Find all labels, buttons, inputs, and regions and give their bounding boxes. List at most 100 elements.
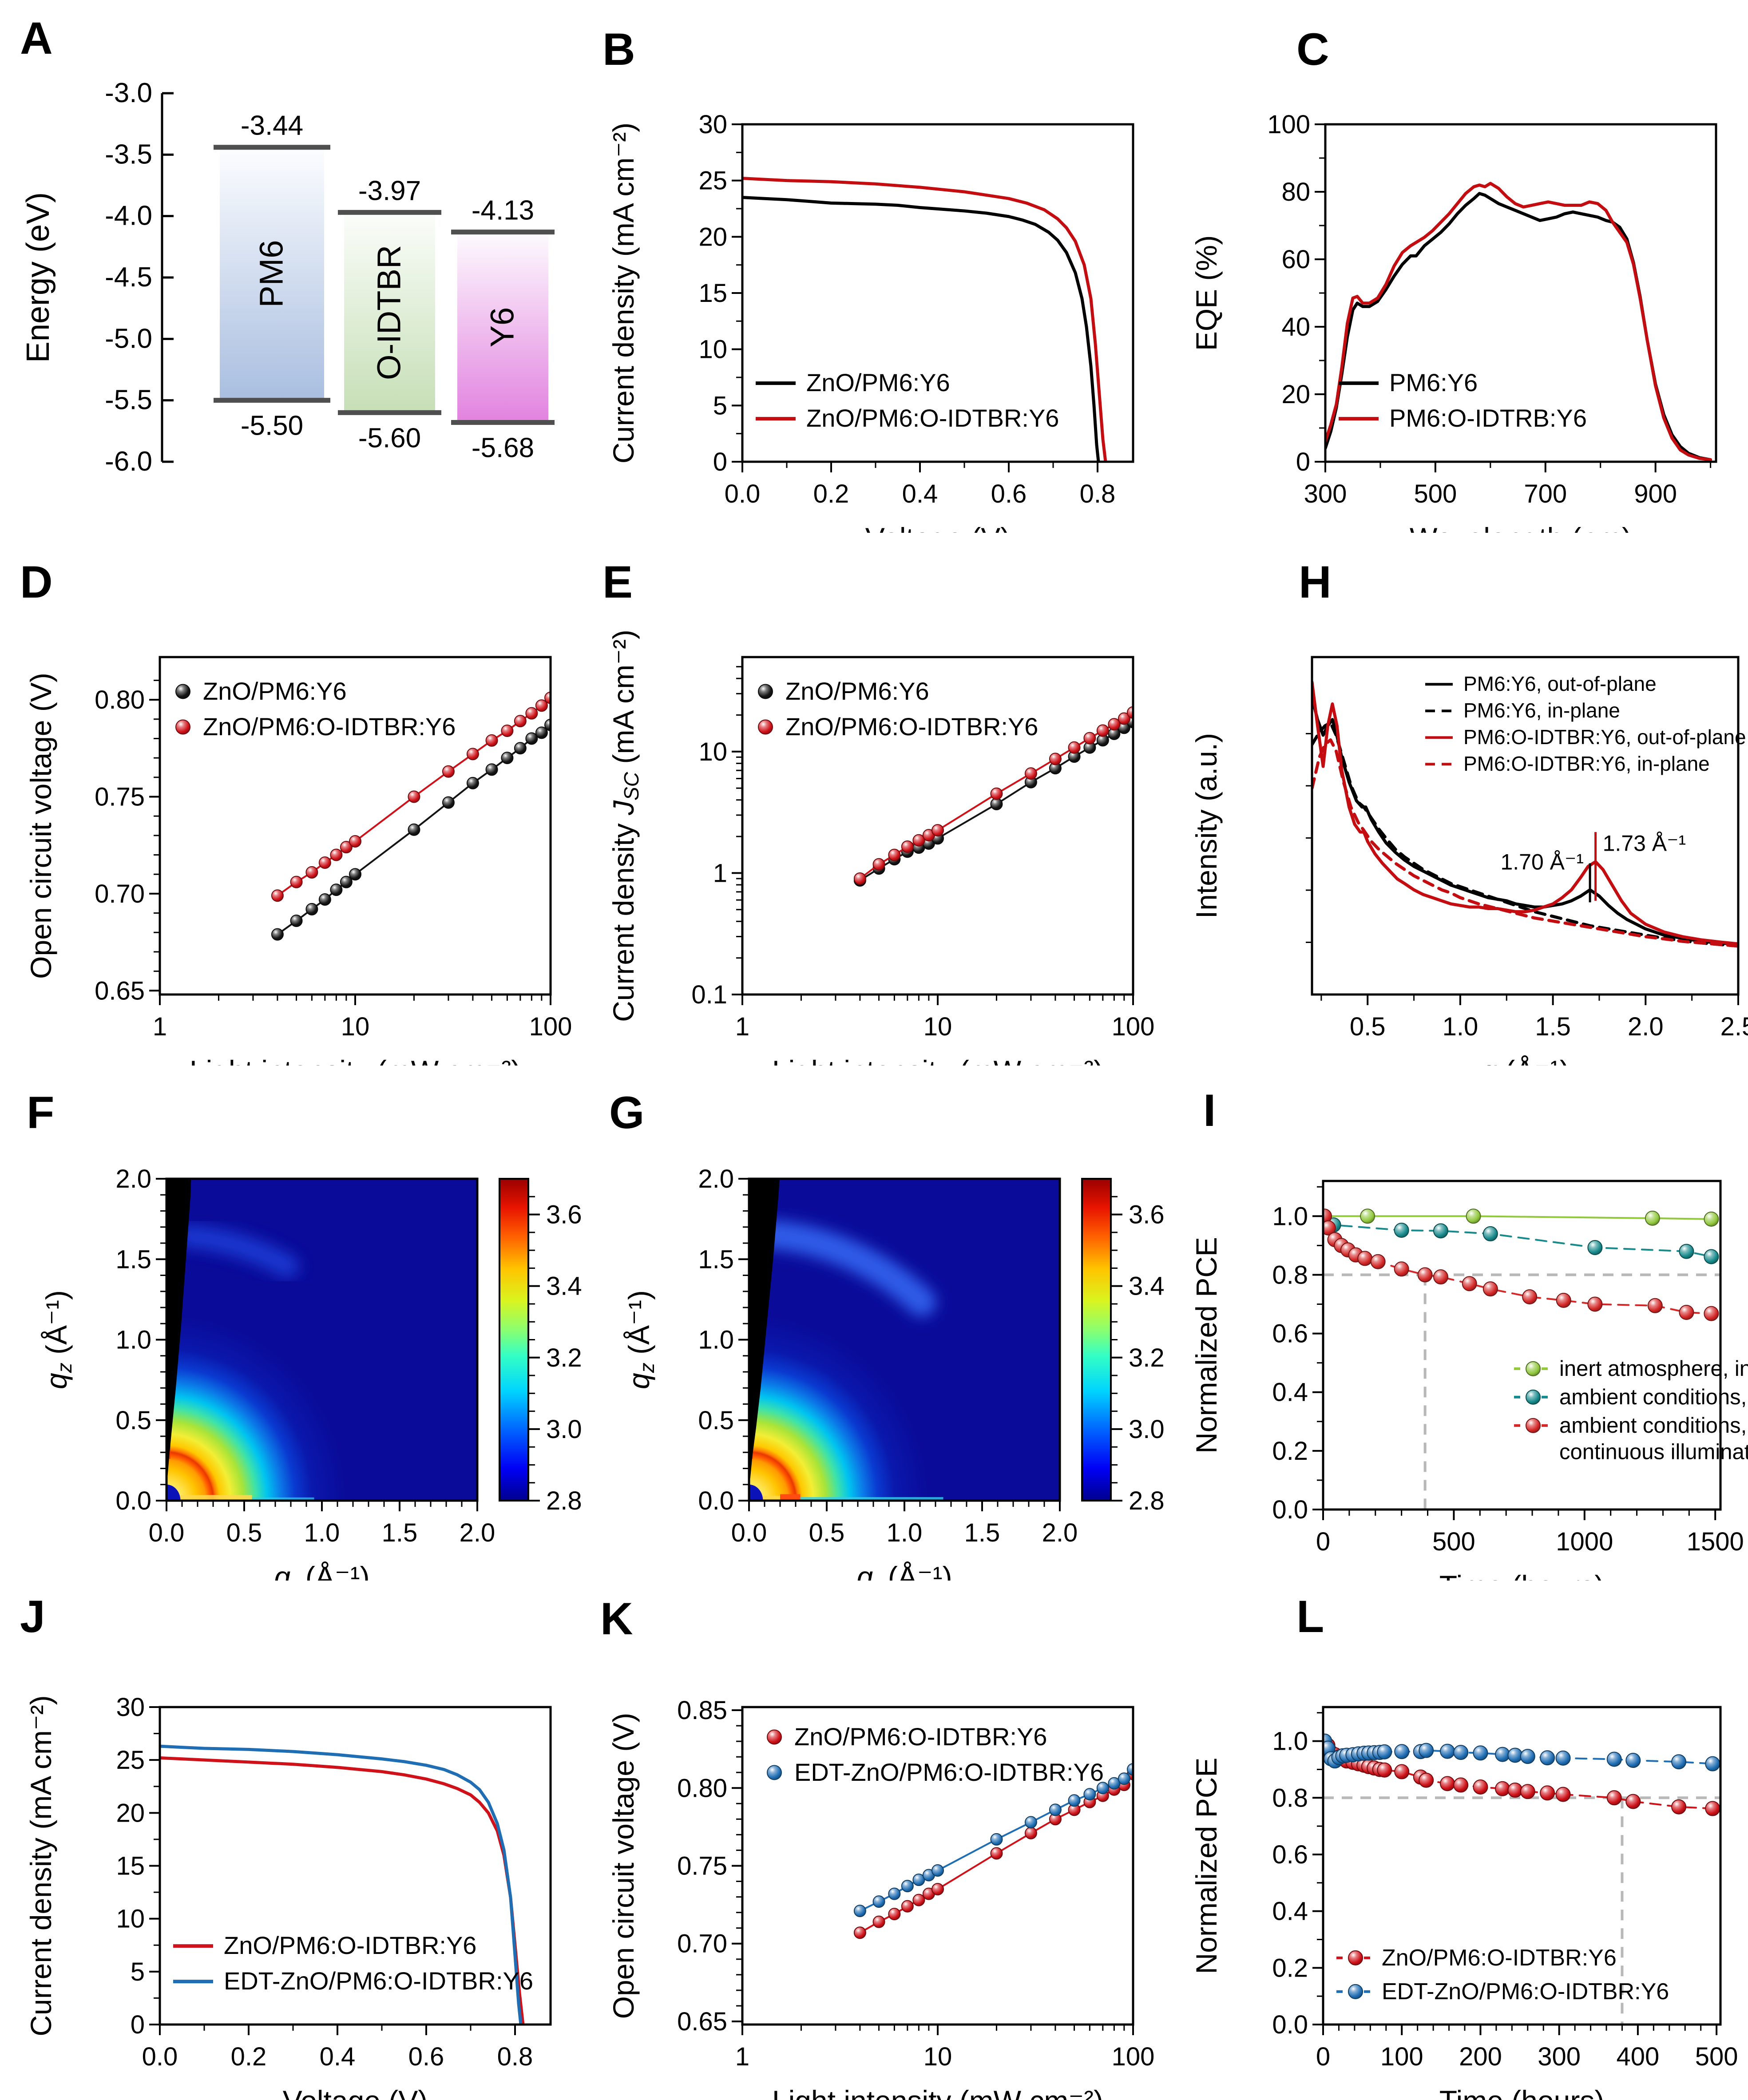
svg-text:1.0: 1.0: [1443, 1012, 1478, 1041]
svg-text:O-IDTBR: O-IDTBR: [371, 245, 408, 380]
svg-text:0.6: 0.6: [1272, 1319, 1308, 1348]
svg-text:-3.44: -3.44: [241, 111, 303, 141]
svg-text:25: 25: [116, 1746, 145, 1775]
svg-text:0.5: 0.5: [809, 1518, 845, 1547]
panel-J-letter: J: [20, 1591, 45, 1642]
svg-text:qr (Å⁻¹): qr (Å⁻¹): [856, 1561, 952, 1581]
panel-G-letter: G: [609, 1087, 645, 1138]
svg-text:0.8: 0.8: [1272, 1260, 1308, 1289]
svg-text:3.4: 3.4: [1129, 1272, 1165, 1301]
svg-text:inert atmosphere, in dark: inert atmosphere, in dark: [1559, 1357, 1748, 1381]
svg-text:-3.5: -3.5: [105, 139, 152, 170]
svg-text:15: 15: [698, 279, 727, 308]
svg-text:500: 500: [1432, 1527, 1475, 1556]
svg-text:0.8: 0.8: [1080, 479, 1116, 508]
panel-A-letter: A: [20, 13, 53, 63]
svg-text:PM6: PM6: [253, 240, 290, 308]
svg-text:2.0: 2.0: [1628, 1012, 1664, 1041]
svg-text:qz (Å⁻¹): qz (Å⁻¹): [622, 1290, 658, 1389]
svg-text:ZnO/PM6:O-IDTBR:Y6: ZnO/PM6:O-IDTBR:Y6: [806, 404, 1059, 432]
svg-text:3.2: 3.2: [546, 1343, 582, 1372]
svg-text:ZnO/PM6:Y6: ZnO/PM6:Y6: [203, 677, 347, 705]
svg-text:ambient conditions, under: ambient conditions, under: [1559, 1414, 1748, 1438]
svg-text:1.5: 1.5: [1535, 1012, 1571, 1041]
svg-text:0.0: 0.0: [1272, 1495, 1308, 1524]
svg-text:0.70: 0.70: [95, 880, 145, 908]
svg-text:1.0: 1.0: [887, 1518, 923, 1547]
chart-I-stability: 0 500 1000 1500 0.0 0.2 0.4 0.6 0.8 1.0 Time (hour…: [1190, 1180, 1748, 1581]
svg-text:-4.0: -4.0: [105, 201, 152, 231]
svg-text:PM6:O-IDTBR:Y6, out-of-plane: PM6:O-IDTBR:Y6, out-of-plane: [1463, 725, 1746, 749]
svg-text:1: 1: [713, 859, 727, 888]
svg-text:200: 200: [1459, 2042, 1502, 2071]
panel-K: 1 10 100 0.65 0.70 0.75 0.80 0.85 Light intensit…: [583, 1581, 1165, 2100]
svg-text:Normalized PCE: Normalized PCE: [1190, 1758, 1223, 1974]
svg-text:Light intensity (mW cm⁻²): Light intensity (mW cm⁻²): [190, 1054, 521, 1066]
svg-text:0.70: 0.70: [677, 1930, 727, 1958]
svg-text:0.65: 0.65: [677, 2007, 727, 2036]
panel-J: 0.0 0.2 0.4 0.6 0.8 0 5 10 15 20 25 30 Voltage (V) Cu…: [0, 1581, 583, 2100]
chart-D-voc-light-intensity: 1 10 100 0.65 0.70 0.75 0.80 Light intensity (m…: [24, 656, 572, 1066]
svg-text:Light intensity (mW cm⁻²): Light intensity (mW cm⁻²): [772, 1054, 1103, 1066]
chart-L-stability: 0 100 200 300 400 500 0.0 0.2 0.4 0.6 0.8 1.0 Time (…: [1190, 1706, 1738, 2100]
svg-text:0: 0: [1316, 2042, 1330, 2071]
svg-text:1.5: 1.5: [115, 1245, 151, 1274]
chart-C-eqe-spectra: 300 500 700 900 0 20 40 60 80 100 Wavelength (nm) E…: [1190, 110, 1717, 533]
svg-text:-6.0: -6.0: [105, 446, 152, 477]
svg-text:1.0: 1.0: [1272, 1202, 1308, 1231]
panel-F: 0.0 0.5 1.0 1.5 2.0 0.0 0.5 1.0 1.5 2.0 qr (Å⁻¹) qz…: [0, 1066, 583, 1581]
svg-text:EDT-ZnO/PM6:O-IDTBR:Y6: EDT-ZnO/PM6:O-IDTBR:Y6: [1382, 1979, 1669, 2005]
svg-text:Current density (mA cm⁻²): Current density (mA cm⁻²): [607, 123, 640, 464]
svg-text:Light intensity (mW cm⁻²): Light intensity (mW cm⁻²): [772, 2084, 1103, 2100]
svg-text:-5.0: -5.0: [105, 323, 152, 354]
svg-text:Intensity (a.u.): Intensity (a.u.): [1190, 733, 1223, 919]
chart-A-energy-diagram: -3.0 -3.5 -4.0 -4.5 -5.0 -5.5 -6.0 Energy (eV) -…: [20, 78, 555, 477]
svg-text:q (Å⁻¹): q (Å⁻¹): [1481, 1054, 1570, 1066]
svg-text:1.0: 1.0: [115, 1326, 151, 1355]
panel-B-letter: B: [602, 24, 635, 75]
svg-text:300: 300: [1538, 2042, 1581, 2071]
svg-text:100: 100: [1380, 2042, 1423, 2071]
svg-text:-5.60: -5.60: [358, 423, 421, 453]
svg-text:0: 0: [1316, 1527, 1330, 1556]
svg-text:0.75: 0.75: [677, 1852, 727, 1881]
svg-text:1.0: 1.0: [304, 1518, 340, 1547]
svg-text:0.5: 0.5: [1350, 1012, 1386, 1041]
svg-text:1000: 1000: [1556, 1527, 1613, 1556]
chart-J-jv-curves: 0.0 0.2 0.4 0.6 0.8 0 5 10 15 20 25 30 Voltage (V) Cu…: [24, 1693, 552, 2100]
svg-text:2.5: 2.5: [1720, 1012, 1748, 1041]
svg-text:continuous illumination: continuous illumination: [1559, 1440, 1748, 1464]
svg-text:0.80: 0.80: [677, 1774, 727, 1803]
svg-text:PM6:O-IDTRB:Y6: PM6:O-IDTRB:Y6: [1389, 404, 1587, 432]
svg-text:Energy (eV): Energy (eV): [20, 192, 56, 363]
svg-text:100: 100: [529, 1012, 572, 1041]
svg-text:ZnO/PM6:O-IDTBR:Y6: ZnO/PM6:O-IDTBR:Y6: [794, 1723, 1047, 1751]
svg-text:3.0: 3.0: [546, 1415, 582, 1444]
svg-text:0: 0: [713, 448, 727, 476]
svg-text:20: 20: [116, 1799, 145, 1827]
svg-text:ZnO/PM6:O-IDTBR:Y6: ZnO/PM6:O-IDTBR:Y6: [1382, 1945, 1617, 1971]
svg-text:ZnO/PM6:O-IDTBR:Y6: ZnO/PM6:O-IDTBR:Y6: [203, 713, 456, 741]
svg-text:Wavelength (nm): Wavelength (nm): [1410, 522, 1632, 533]
svg-text:Voltage (V): Voltage (V): [283, 2084, 428, 2100]
svg-text:0.0: 0.0: [115, 1486, 151, 1515]
chart-B-jv-curves: 0.0 0.2 0.4 0.6 0.8 0 5 10 15 20 25 30 Voltage (V) Cu…: [607, 110, 1134, 533]
svg-text:1.0: 1.0: [698, 1326, 734, 1355]
svg-text:10: 10: [924, 1012, 952, 1041]
svg-text:Current density JSC (mA cm⁻²): Current density JSC (mA cm⁻²): [607, 630, 643, 1022]
svg-text:30: 30: [116, 1693, 145, 1722]
svg-text:1: 1: [735, 2042, 749, 2071]
svg-text:0.0: 0.0: [698, 1486, 734, 1515]
svg-text:900: 900: [1634, 479, 1677, 508]
panel-C: 300 500 700 900 0 20 40 60 80 100 Wavelength (nm) E…: [1165, 0, 1748, 533]
svg-text:1.70 Å⁻¹: 1.70 Å⁻¹: [1500, 850, 1584, 875]
svg-text:qr (Å⁻¹): qr (Å⁻¹): [274, 1561, 369, 1581]
svg-text:1500: 1500: [1687, 1527, 1744, 1556]
svg-text:2.8: 2.8: [546, 1486, 582, 1515]
svg-text:0: 0: [1296, 448, 1310, 476]
svg-text:-4.5: -4.5: [105, 262, 152, 293]
svg-text:-5.50: -5.50: [241, 411, 303, 441]
svg-text:EDT-ZnO/PM6:O-IDTBR:Y6: EDT-ZnO/PM6:O-IDTBR:Y6: [794, 1758, 1104, 1786]
svg-text:10: 10: [924, 2042, 952, 2071]
svg-text:0.4: 0.4: [902, 479, 938, 508]
